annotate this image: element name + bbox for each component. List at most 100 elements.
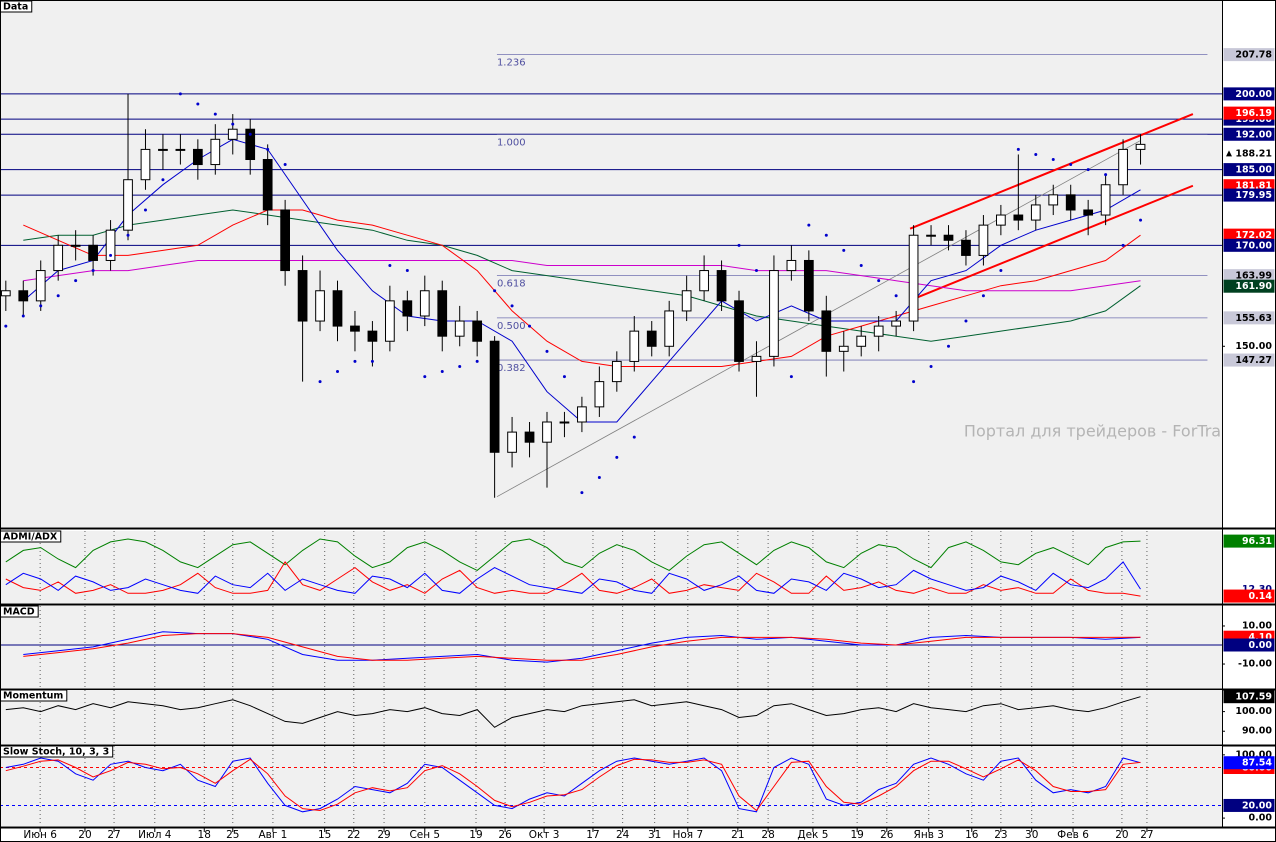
price-label-box: [1223, 106, 1275, 120]
price-label: 179.95: [1235, 190, 1272, 201]
sar-dot: [947, 344, 951, 348]
candle-body: [524, 431, 535, 443]
sar-dot: [807, 223, 811, 227]
x-tick-label: 21: [731, 829, 744, 841]
panel: [5, 531, 1148, 603]
price-label-box: [1223, 690, 1275, 704]
sar-dot: [458, 364, 462, 368]
candle-body: [943, 234, 954, 241]
candle-body: [489, 340, 500, 453]
sar-dot: [74, 279, 78, 283]
sar-dot: [894, 294, 898, 298]
panel-bg: [0, 531, 1222, 603]
price-label: 207.78: [1235, 50, 1272, 61]
candle-body: [123, 179, 133, 231]
x-tick-label: 25: [226, 829, 239, 841]
candle-body: [1135, 143, 1146, 150]
candle-body: [245, 128, 256, 161]
candle-body: [542, 421, 552, 443]
candle-body: [262, 159, 273, 211]
x-tick-label: Июн 6: [23, 829, 57, 841]
price-label: 185.00: [1235, 165, 1272, 176]
sar-dot: [1034, 152, 1038, 156]
x-tick-label: 19: [469, 829, 482, 841]
x-tick-label: Окт 3: [529, 829, 560, 841]
series-line: [5, 757, 1141, 813]
x-tick-label: 26: [498, 829, 512, 841]
fib-label: 1.236: [497, 58, 526, 69]
sar-dot: [999, 269, 1003, 273]
candle-body: [472, 320, 483, 342]
sar-dot: [353, 359, 357, 363]
price-label-box: [1223, 188, 1275, 202]
panel-title: ADMI/ADX: [3, 532, 58, 543]
panel: [0, 746, 1222, 826]
candle-body: [699, 270, 709, 292]
candle-body: [332, 290, 343, 327]
candle-body: [105, 229, 116, 261]
sar-dot: [877, 279, 881, 283]
price-label: 0.14: [1249, 591, 1273, 602]
y-tick-label: -10.00: [1238, 659, 1272, 670]
candle-body: [856, 335, 867, 347]
sar-dot: [493, 289, 497, 293]
sar-dot: [388, 264, 392, 268]
sar-dot: [562, 375, 566, 379]
candle-body: [978, 224, 989, 256]
candle-body: [803, 259, 814, 312]
trendline: [909, 113, 1194, 230]
candle-body: [175, 148, 186, 151]
candle-body: [1048, 194, 1059, 206]
price-label-box: [1223, 638, 1275, 652]
candle-body: [158, 148, 168, 151]
candle-body: [1065, 194, 1076, 211]
candle-body: [402, 300, 413, 317]
sar-dot: [842, 248, 846, 252]
panel: [0, 606, 1222, 688]
trendline: [496, 140, 1141, 498]
candle-body: [1083, 209, 1094, 216]
sar-dot: [266, 147, 270, 151]
moving-average: [23, 209, 1141, 367]
candle-body: [35, 270, 46, 302]
price-label: 161.90: [1235, 281, 1272, 292]
price-label-box: [1223, 353, 1275, 367]
sar-dot: [475, 359, 479, 363]
candle-body: [891, 320, 901, 327]
price-label: 172.02: [1235, 230, 1272, 241]
sar-dot: [632, 435, 636, 439]
panel-bg: [0, 690, 1222, 744]
candle-body: [664, 310, 675, 347]
candle-body: [716, 270, 727, 302]
panel-title: Momentum: [3, 691, 63, 702]
sar-dot: [405, 269, 409, 273]
x-tick-label: Июл 4: [138, 829, 172, 841]
candle-body: [908, 234, 919, 322]
sar-dot: [1016, 147, 1020, 151]
price-label-box: [1223, 798, 1275, 812]
x-tick-label: 26: [880, 829, 894, 841]
candle-body: [926, 234, 936, 237]
price-label: 87.54: [1242, 758, 1272, 769]
sar-dot: [754, 269, 758, 273]
sar-dot: [1086, 168, 1090, 172]
price-label: 107.59: [1235, 692, 1272, 703]
candle-body: [646, 330, 657, 347]
candle-body: [280, 209, 290, 272]
price-label-box: [1223, 163, 1275, 177]
panel-title: MACD: [3, 607, 35, 618]
price-label: 96.31: [1242, 536, 1272, 547]
candle-body: [786, 259, 797, 272]
candle-body: [227, 128, 238, 140]
sar-dot: [231, 122, 235, 126]
panel: [5, 690, 1148, 744]
price-label: 0.00: [1249, 640, 1273, 651]
x-tick-label: Дек 5: [797, 829, 828, 841]
x-tick-label: 30: [1025, 829, 1038, 841]
candle-body: [53, 244, 64, 272]
sar-dot: [929, 364, 933, 368]
sar-dot: [615, 455, 619, 459]
fib-label: 0.618: [497, 279, 526, 290]
price-label: 192.00: [1235, 129, 1272, 140]
